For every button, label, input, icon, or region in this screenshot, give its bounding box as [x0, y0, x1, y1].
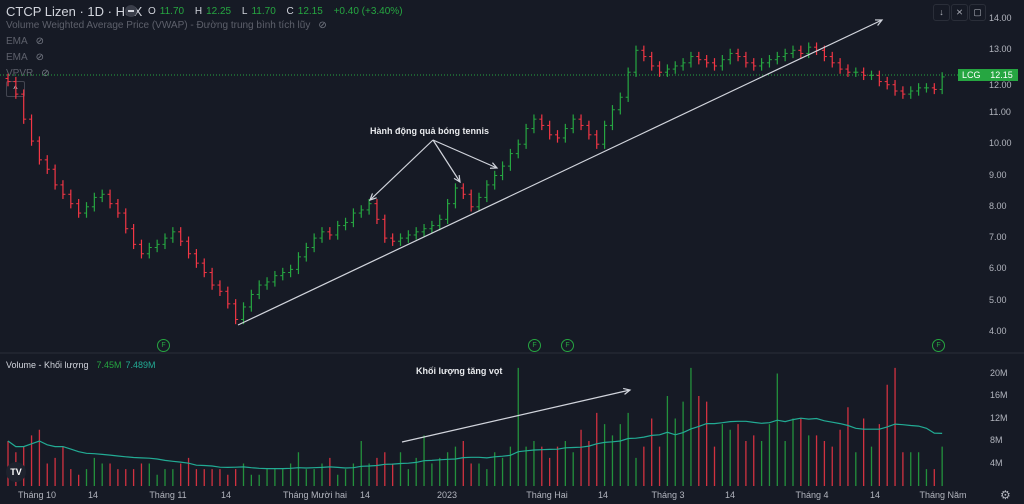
tradingview-logo[interactable]: TV: [6, 462, 26, 482]
hidden-eye-icon[interactable]: ⊘: [318, 20, 327, 31]
price-tick-label: 9.00: [989, 169, 1007, 180]
tennis-arrow-2-head: [453, 174, 461, 184]
financials-marker[interactable]: F: [157, 339, 170, 352]
time-tick-label: 2023: [436, 490, 458, 500]
volume-tick-label: 12M: [990, 412, 1008, 423]
financials-marker[interactable]: F: [932, 339, 945, 352]
price-tick-label: 10.00: [989, 138, 1012, 149]
tennis-arrow-3-head: [489, 162, 499, 169]
financials-marker[interactable]: F: [561, 339, 574, 352]
volume-trend-arrow: [401, 389, 631, 443]
volume-trend-arrow-head: [623, 387, 632, 395]
last-price-label: 12.15: [985, 69, 1018, 81]
gear-icon[interactable]: ⚙: [1000, 488, 1011, 502]
annotation-tennis[interactable]: Hành động quả bóng tennis: [370, 126, 489, 136]
ohlc-readout: O 11.70 H 12.25 L 11.70 C 12.15 +0.40 (+3.40…: [148, 6, 403, 17]
time-tick-label: 14: [87, 490, 98, 500]
tennis-arrow-3: [432, 139, 498, 169]
trend-line-arrow: [237, 19, 883, 326]
hidden-eye-icon[interactable]: ⊘: [35, 52, 45, 63]
collapse-icon[interactable]: ⨯: [951, 4, 968, 21]
price-tick-label: 11.00: [989, 106, 1011, 117]
time-tick-label: 14: [724, 490, 735, 500]
time-tick-label: Tháng 11: [149, 490, 187, 500]
indicator-ema-1[interactable]: EMA ⊘: [6, 36, 45, 47]
price-tick-label: 5.00: [989, 294, 1007, 305]
price-tick-label: 4.00: [989, 326, 1007, 336]
time-tick-label: Tháng Năm: [919, 490, 967, 500]
volume-tick-label: 4M: [990, 457, 1003, 468]
change: +0.40 (+3.40%): [333, 6, 403, 17]
maximize-icon[interactable]: ▢: [969, 4, 986, 21]
time-tick-label: 14: [597, 490, 608, 500]
time-tick-label: Tháng Mười hai: [283, 490, 347, 500]
price-tick-label: 14.00: [989, 13, 1012, 23]
annotation-volume-spike[interactable]: Khối lượng tăng vọt: [416, 366, 503, 376]
price-tick-label: 7.00: [989, 232, 1007, 243]
price-tick-label: 13.00: [989, 44, 1012, 55]
collapse-legend-button[interactable]: [125, 5, 137, 17]
price-tick-label: 6.00: [989, 263, 1007, 274]
time-tick-label: 14: [359, 490, 370, 500]
hidden-eye-icon[interactable]: ⊘: [41, 68, 50, 79]
time-tick-label: Tháng Hai: [526, 490, 568, 500]
hidden-eye-icon[interactable]: ⊘: [35, 36, 45, 47]
financials-marker[interactable]: F: [528, 339, 541, 352]
volume-tick-label: 8M: [990, 435, 1003, 445]
indicator-vwap[interactable]: Volume Weighted Average Price (VWAP) - Đ…: [6, 20, 327, 31]
symbol-title[interactable]: CTCP Lizen · 1D · HSX: [6, 4, 143, 19]
volume-ma-line: [7, 417, 943, 470]
trend-line-arrow-head: [874, 19, 884, 26]
price-tick-label: 8.00: [989, 200, 1007, 211]
time-tick-label: Tháng 4: [795, 490, 829, 500]
tennis-arrow-2: [432, 139, 461, 183]
time-tick-label: 14: [220, 490, 231, 500]
time-tick-label: Tháng 10: [17, 490, 57, 500]
price-tick-label: 12.00: [989, 80, 1012, 90]
tennis-arrow-1: [369, 139, 434, 201]
volume-legend[interactable]: Volume - Khối lượng 7.45M 7.489M: [6, 360, 156, 370]
volume-tick-label: 20M: [990, 367, 1008, 378]
indicator-ema-2[interactable]: EMA ⊘: [6, 52, 45, 63]
tennis-arrow-1-head: [369, 193, 377, 201]
volume-tick-label: 16M: [990, 390, 1008, 400]
indicator-vpvr[interactable]: VPVR ⊘: [6, 68, 50, 79]
ticker-label: LCG: [958, 69, 985, 81]
arrow-down-icon[interactable]: ↓: [933, 4, 950, 21]
time-tick-label: 14: [869, 490, 880, 500]
time-tick-label: Tháng 3: [651, 490, 685, 500]
